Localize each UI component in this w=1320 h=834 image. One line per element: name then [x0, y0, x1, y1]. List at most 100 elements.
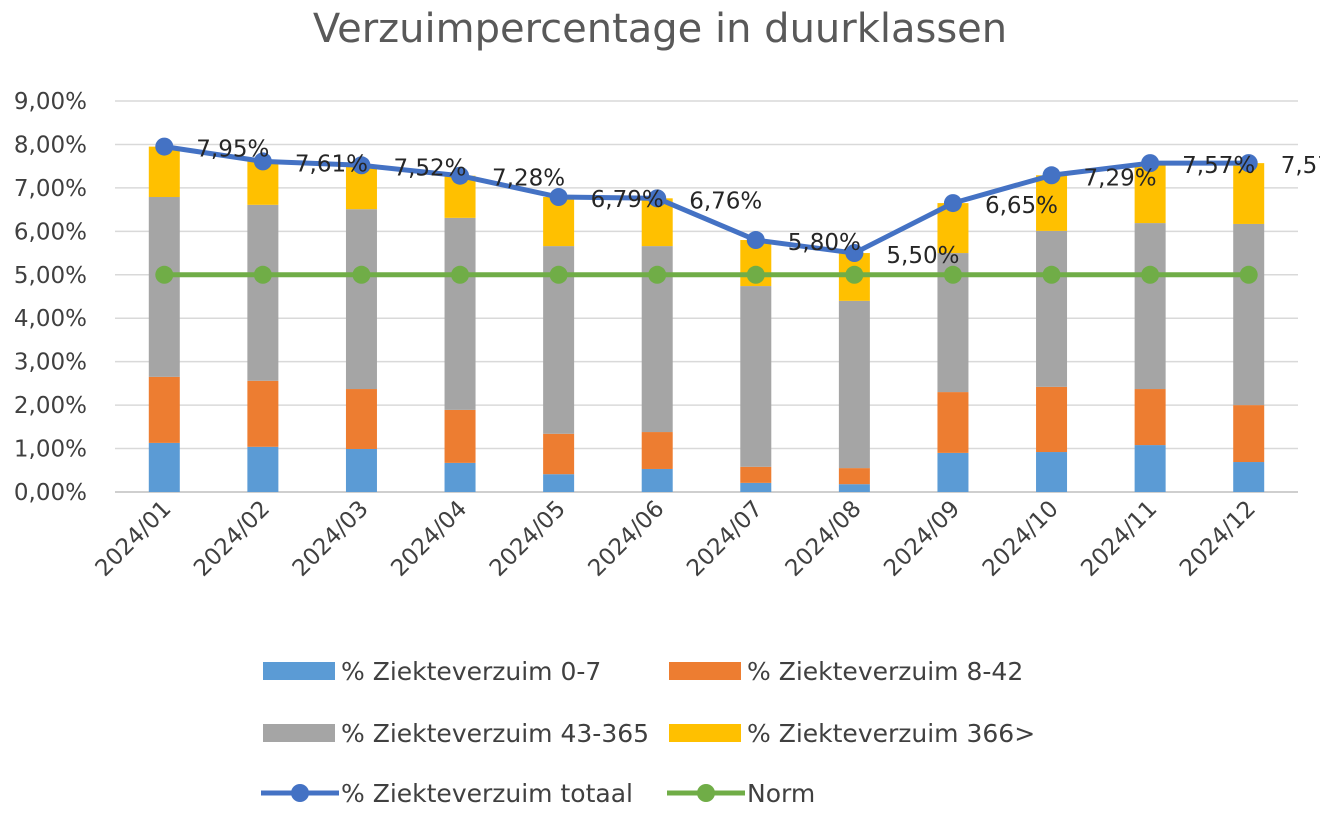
x-tick-label: 2024/02	[189, 496, 275, 582]
data-point	[1239, 265, 1258, 284]
bar-segment	[444, 217, 476, 410]
data-point	[253, 152, 272, 171]
bar-segment	[444, 409, 476, 463]
x-tick-label: 2024/06	[583, 496, 669, 582]
bar-segment	[641, 468, 673, 492]
bar-segment	[345, 389, 377, 449]
bar-segment	[1233, 405, 1265, 463]
y-tick-label: 5,00%	[14, 263, 87, 289]
data-label: 7,28%	[492, 166, 565, 192]
y-tick-label: 4,00%	[14, 306, 87, 332]
data-point	[845, 244, 864, 263]
x-tick-label: 2024/12	[1175, 496, 1261, 582]
bar-segment	[641, 432, 673, 469]
bar-segment	[1036, 175, 1068, 231]
bar-segment	[1233, 223, 1265, 406]
x-tick-label: 2024/11	[1076, 496, 1162, 582]
data-point	[155, 265, 174, 284]
data-label: 6,65%	[985, 193, 1058, 219]
data-label: 6,79%	[591, 187, 664, 213]
x-tick-label: 2024/08	[781, 496, 867, 582]
bar-segment	[1036, 452, 1068, 492]
x-tick-label: 2024/01	[91, 496, 177, 582]
legend-marker	[291, 784, 309, 802]
x-tick-label: 2024/10	[978, 496, 1064, 582]
data-label: 6,76%	[689, 188, 762, 214]
bar-segment	[148, 442, 180, 492]
legend-label: % Ziekteverzuim 43-365	[341, 719, 649, 748]
legend-label: Norm	[747, 779, 815, 808]
bar-segment	[740, 482, 772, 492]
bar-segment	[345, 209, 377, 390]
data-point	[845, 265, 864, 284]
bar-segment	[838, 484, 870, 492]
data-point	[1042, 166, 1061, 185]
bar-segment	[247, 380, 279, 447]
bar-segment	[247, 204, 279, 381]
data-point	[648, 265, 667, 284]
data-label: 7,57%	[1182, 153, 1255, 179]
data-point	[549, 188, 568, 207]
data-point	[352, 156, 371, 175]
chart-title: Verzuimpercentage in duurklassen	[313, 6, 1007, 52]
x-tick-label: 2024/05	[485, 496, 571, 582]
legend-swatch	[263, 724, 335, 742]
y-axis: 0,00% 1,00% 2,00% 3,00% 4,00% 5,00% 6,00% 7,00%…	[14, 89, 87, 506]
data-point	[746, 265, 765, 284]
y-tick-label: 3,00%	[14, 350, 87, 376]
x-axis: 2024/01 2024/02 2024/03 2024/04 2024/05 2024/…	[91, 496, 1261, 582]
legend-label: % Ziekteverzuim 8-42	[747, 657, 1023, 686]
data-label: 7,95%	[196, 137, 269, 163]
legend-swatch	[263, 662, 335, 680]
data-point	[549, 265, 568, 284]
data-label: 7,57%	[1281, 153, 1320, 179]
legend-swatch	[669, 724, 741, 742]
bar-segment	[1036, 386, 1068, 453]
gridlines	[115, 100, 1298, 493]
data-point	[1141, 154, 1160, 173]
data-point	[1141, 265, 1160, 284]
bar-segment	[1134, 223, 1166, 390]
data-point	[943, 265, 962, 284]
x-tick-label: 2024/03	[288, 496, 374, 582]
bar-segment	[444, 462, 476, 492]
data-point	[352, 265, 371, 284]
bar-segment	[1233, 462, 1265, 492]
bar-segment	[247, 446, 279, 492]
x-tick-label: 2024/09	[879, 496, 965, 582]
data-point	[155, 137, 174, 156]
legend-label: % Ziekteverzuim totaal	[341, 779, 633, 808]
y-tick-label: 8,00%	[14, 132, 87, 158]
bar-segment	[937, 392, 969, 453]
legend-swatch	[669, 662, 741, 680]
data-point	[648, 189, 667, 208]
legend: % Ziekteverzuim 0-7 % Ziekteverzuim 8-42%…	[261, 657, 1035, 808]
bar-segment	[1233, 163, 1265, 224]
data-point	[1239, 154, 1258, 173]
series-line	[163, 144, 1249, 256]
bar-segment	[1134, 389, 1166, 446]
x-tick-label: 2024/07	[682, 496, 768, 582]
bar-segment	[937, 452, 969, 492]
bar-segment	[1134, 445, 1166, 492]
bar-segment	[148, 197, 180, 377]
legend-label: % Ziekteverzuim 366>	[747, 719, 1035, 748]
data-point	[1042, 265, 1061, 284]
data-label: 5,50%	[886, 243, 959, 269]
x-tick-label: 2024/04	[386, 496, 472, 582]
data-point	[253, 265, 272, 284]
bar-segment	[740, 466, 772, 483]
bar-segment	[148, 376, 180, 443]
y-tick-label: 7,00%	[14, 176, 87, 202]
legend-marker	[697, 784, 715, 802]
legend-label: % Ziekteverzuim 0-7	[341, 657, 601, 686]
bar-segment	[543, 474, 575, 492]
bar-segment	[838, 300, 870, 469]
y-tick-label: 2,00%	[14, 393, 87, 419]
data-point	[451, 166, 470, 185]
y-tick-label: 0,00%	[14, 480, 87, 506]
data-label: 7,29%	[1084, 165, 1157, 191]
data-point	[943, 194, 962, 213]
bar-segment	[543, 433, 575, 475]
